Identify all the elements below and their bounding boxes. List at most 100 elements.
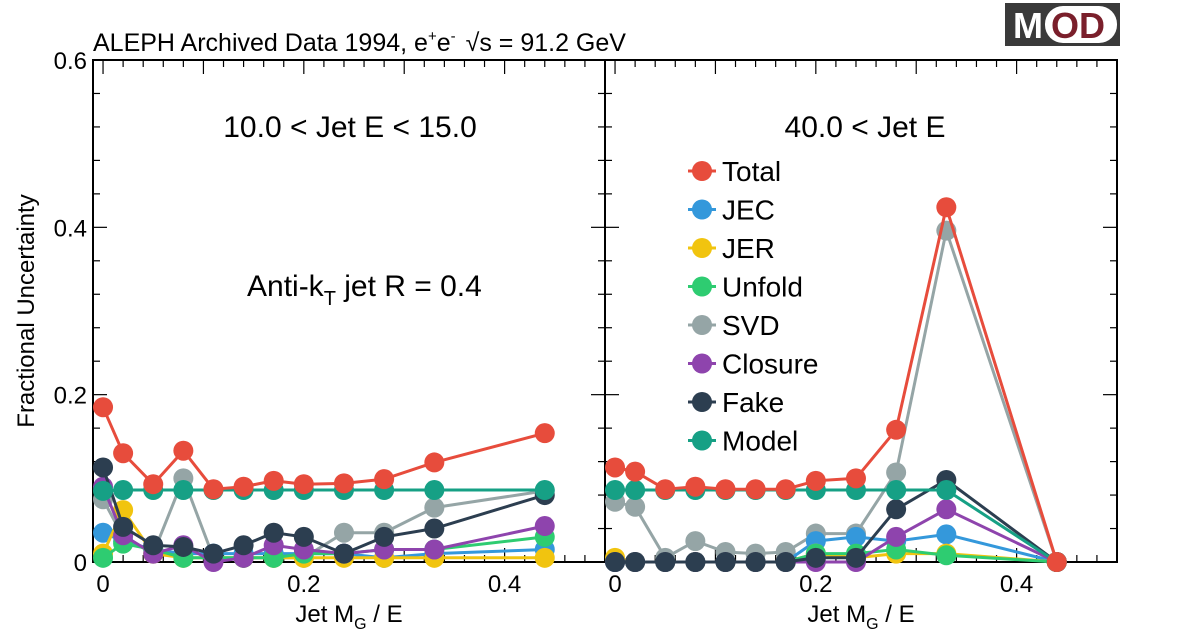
left-point-total-10 bbox=[424, 452, 445, 473]
annotation-sub: T bbox=[324, 288, 336, 310]
y-tick-label-0: 0 bbox=[74, 550, 87, 577]
right-point-fake-1 bbox=[625, 552, 646, 572]
right-series-group bbox=[605, 197, 1067, 572]
right-point-jec-10 bbox=[936, 524, 957, 545]
jet-algorithm-annotation: Anti-kT jet R = 0.4 bbox=[247, 270, 482, 310]
right-point-jec-8 bbox=[845, 526, 866, 547]
legend-marker-model bbox=[692, 430, 712, 451]
right-point-fake-2 bbox=[655, 552, 676, 572]
right-point-model-0 bbox=[605, 480, 626, 501]
left-energy-label: 10.0 < Jet E < 15.0 bbox=[223, 111, 477, 144]
left-point-total-0 bbox=[93, 397, 114, 418]
title-sup-minus: - bbox=[451, 28, 456, 45]
right-point-total-2 bbox=[655, 479, 676, 500]
left-panel: 0 0.2 0.4 Jet MG / E 0 0.2 0.4 0.6 10.0 < Jet E … bbox=[54, 48, 606, 633]
left-point-total-2 bbox=[143, 474, 164, 495]
left-point-model-11 bbox=[534, 480, 555, 501]
legend-label-fake: Fake bbox=[722, 387, 784, 418]
left-point-fake-0 bbox=[93, 457, 114, 478]
legend-marker-svd bbox=[692, 315, 712, 335]
right-point-total-3 bbox=[685, 476, 706, 497]
left-point-fake-4 bbox=[203, 543, 224, 564]
left-point-model-0 bbox=[93, 480, 114, 501]
right-point-total-6 bbox=[775, 479, 796, 500]
left-x-tick-label-0: 0 bbox=[96, 571, 109, 598]
right-point-fake-4 bbox=[715, 552, 736, 572]
legend-label-model: Model bbox=[722, 426, 798, 457]
left-point-total-1 bbox=[113, 443, 134, 464]
right-point-total-8 bbox=[845, 468, 866, 489]
right-x-tick-label-0-2: 0.2 bbox=[799, 571, 832, 598]
y-tick-label-0-2: 0.2 bbox=[54, 383, 87, 410]
y-tick-label-0-4: 0.4 bbox=[54, 215, 87, 242]
right-point-total-0 bbox=[605, 457, 626, 478]
right-x-tick-label-0-4: 0.4 bbox=[1000, 571, 1033, 598]
legend-label-jer: JER bbox=[722, 233, 775, 264]
right-point-model-10 bbox=[936, 480, 957, 501]
left-point-total-8 bbox=[333, 473, 354, 494]
left-point-model-1 bbox=[113, 480, 134, 501]
left-point-fake-1 bbox=[113, 516, 134, 537]
left-point-fake-9 bbox=[374, 526, 395, 547]
left-point-jer-11 bbox=[534, 547, 555, 568]
left-series-group bbox=[93, 397, 555, 572]
legend: Total JEC JER Unfold SVD Closure Fake Model bbox=[688, 156, 818, 457]
y-tick-label-0-6: 0.6 bbox=[54, 48, 87, 75]
mod-logo: M OD bbox=[1005, 3, 1120, 46]
legend-label-closure: Closure bbox=[722, 349, 818, 380]
x-label-sub: G bbox=[866, 616, 878, 633]
left-point-jec-0 bbox=[93, 522, 114, 543]
right-point-fake-8 bbox=[845, 547, 866, 568]
right-x-tick-label-0: 0 bbox=[608, 571, 621, 598]
left-point-total-4 bbox=[203, 479, 224, 500]
left-point-fake-2 bbox=[143, 535, 164, 556]
left-series-line-model bbox=[102, 488, 545, 493]
right-series-line-model bbox=[615, 488, 1058, 564]
right-point-unfold-10 bbox=[936, 545, 957, 566]
x-label-rest: / E bbox=[879, 601, 915, 628]
left-point-model-10 bbox=[424, 480, 445, 501]
right-series-line-total bbox=[614, 201, 1059, 563]
left-point-fake-7 bbox=[293, 526, 314, 547]
left-point-fake-6 bbox=[263, 522, 284, 543]
left-point-unfold-0 bbox=[93, 547, 114, 568]
annotation-main: Anti-k bbox=[247, 270, 325, 303]
left-point-total-11 bbox=[534, 423, 555, 444]
left-point-total-7 bbox=[293, 474, 314, 495]
legend-marker-closure bbox=[692, 353, 712, 374]
logo-letter-m: M bbox=[1013, 5, 1043, 46]
right-point-total-5 bbox=[745, 479, 766, 500]
right-point-fake-5 bbox=[745, 552, 766, 572]
right-point-svd-9 bbox=[886, 462, 907, 483]
logo-od-box bbox=[1045, 6, 1117, 43]
right-point-total-7 bbox=[805, 470, 826, 491]
left-point-total-6 bbox=[263, 470, 284, 491]
left-point-total-3 bbox=[173, 440, 194, 461]
left-point-svd-10 bbox=[424, 497, 445, 518]
right-point-fake-9 bbox=[886, 499, 907, 520]
right-point-svd-1 bbox=[625, 496, 646, 517]
x-label-sub: G bbox=[354, 616, 366, 633]
right-energy-label: 40.0 < Jet E bbox=[785, 111, 946, 144]
left-point-total-5 bbox=[233, 476, 254, 497]
legend-marker-jec bbox=[692, 199, 712, 220]
right-point-fake-6 bbox=[775, 552, 796, 572]
left-x-tick-label-0-2: 0.2 bbox=[287, 571, 320, 598]
logo-letters-od: OD bbox=[1051, 5, 1105, 46]
legend-label-total: Total bbox=[722, 156, 781, 187]
left-point-closure-11 bbox=[534, 516, 555, 537]
title-mid: e bbox=[437, 29, 451, 57]
legend-marker-jer bbox=[692, 238, 712, 258]
right-x-axis-label: Jet MG / E bbox=[807, 601, 914, 633]
left-point-fake-8 bbox=[333, 543, 354, 564]
left-point-total-9 bbox=[374, 469, 395, 490]
title-sup-plus: + bbox=[428, 28, 437, 45]
right-point-fake-7 bbox=[805, 547, 826, 568]
left-point-closure-10 bbox=[424, 539, 445, 560]
right-point-model-9 bbox=[886, 480, 907, 501]
title-prefix: ALEPH Archived Data 1994, e bbox=[93, 29, 428, 57]
left-point-fake-10 bbox=[424, 518, 445, 539]
right-point-model-1 bbox=[625, 480, 646, 501]
